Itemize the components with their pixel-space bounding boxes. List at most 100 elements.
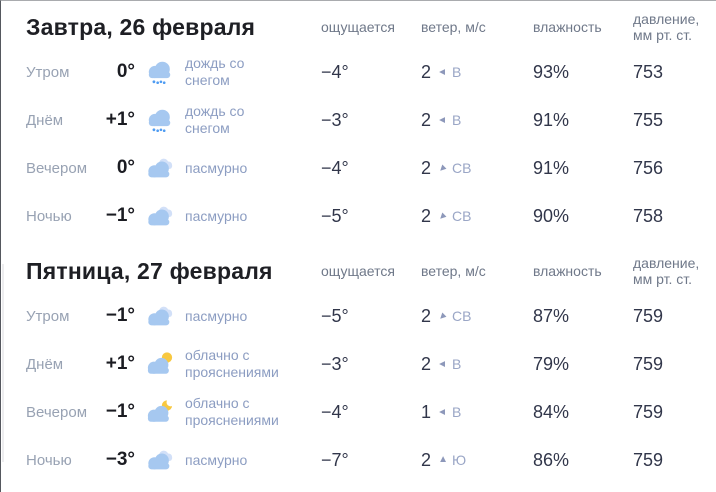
day-section: Пятница, 27 февраля ощущается ветер, м/с… [26, 250, 700, 484]
time-of-day-label: Днём [26, 355, 64, 373]
wind-speed-value: 2 [421, 61, 432, 82]
pressure-value: 755 [633, 109, 664, 130]
col-header-wind: ветер, м/с [421, 263, 486, 279]
temperature-value: +1° [105, 109, 135, 130]
wind-cell: 2 ▲ СВ [421, 306, 533, 327]
day-section: Завтра, 26 февраля ощущается ветер, м/с … [26, 6, 700, 240]
humidity-value: 90% [533, 205, 570, 226]
temperature-value: −3° [105, 449, 135, 470]
wind-direction-label: В [452, 64, 462, 80]
weather-description: облачно с прояснениями [185, 395, 279, 428]
pressure-value: 756 [633, 157, 664, 178]
overcast-icon [141, 154, 185, 182]
col-header-humidity: влажность [533, 263, 602, 279]
wind-direction-label: Ю [452, 452, 467, 468]
wind-speed-value: 2 [421, 205, 432, 226]
section-header-row: Завтра, 26 февраля ощущается ветер, м/с … [26, 6, 700, 48]
temperature-value: +1° [105, 353, 135, 374]
humidity-value: 91% [533, 109, 570, 130]
wind-cell: 2 ▲ В [421, 354, 533, 375]
weather-description: пасмурно [185, 159, 248, 176]
overcast-icon [141, 202, 185, 230]
partly-cloudy-sun-icon [141, 350, 185, 378]
section-rows: Утром −1° пасмурно −5° 2 ▲ СВ 87% 759 Дн… [26, 292, 696, 484]
forecast-row: Утром −1° пасмурно −5° 2 ▲ СВ 87% 759 [26, 292, 696, 340]
pressure-value: 759 [633, 449, 664, 470]
section-rows: Утром 0° дождь со снегом −4° 2 ▲ В 93% 7… [26, 48, 696, 240]
col-header-pressure: давление, мм рт. ст. [633, 11, 700, 43]
col-header-feels-like: ощущается [321, 263, 395, 279]
forecast-row: Утром 0° дождь со снегом −4° 2 ▲ В 93% 7… [26, 48, 696, 96]
pressure-value: 759 [633, 353, 664, 374]
weather-description: пасмурно [185, 451, 248, 468]
wind-direction-label: В [452, 404, 462, 420]
overcast-icon [141, 302, 185, 330]
wind-speed-value: 2 [421, 449, 432, 470]
pressure-value: 759 [633, 401, 664, 422]
humidity-value: 87% [533, 305, 570, 326]
wind-cell: 1 ▲ В [421, 402, 533, 423]
time-of-day-label: Днём [26, 111, 64, 129]
wind-cell: 2 ▲ Ю [421, 450, 533, 471]
wind-direction-arrow-icon: ▲ [437, 359, 449, 369]
wind-speed-value: 2 [421, 305, 432, 326]
humidity-value: 84% [533, 401, 570, 422]
forecast-row: Днём +1° дождь со снегом −3° 2 ▲ В 91% 7… [26, 96, 696, 144]
overcast-icon [141, 446, 185, 474]
weather-description: пасмурно [185, 207, 248, 224]
feels-like-value: −3° [321, 353, 349, 374]
time-of-day-label: Утром [26, 307, 70, 325]
left-edge-shadow [2, 264, 4, 462]
time-of-day-label: Вечером [26, 403, 88, 421]
feels-like-value: −4° [321, 157, 349, 178]
wind-speed-value: 2 [421, 109, 432, 130]
feels-like-value: −5° [321, 205, 349, 226]
time-of-day-label: Вечером [26, 159, 88, 177]
wind-speed-value: 2 [421, 157, 432, 178]
forecast-row: Ночью −1° пасмурно −5° 2 ▲ СВ 90% 758 [26, 192, 696, 240]
wind-direction-label: СВ [452, 308, 472, 324]
feels-like-value: −5° [321, 305, 349, 326]
temperature-value: 0° [116, 157, 135, 178]
wind-direction-label: СВ [452, 208, 472, 224]
partly-cloudy-moon-icon [141, 398, 185, 426]
wind-cell: 2 ▲ В [421, 110, 533, 131]
forecast-row: Ночью −3° пасмурно −7° 2 ▲ Ю 86% 759 [26, 436, 696, 484]
col-header-humidity: влажность [533, 19, 602, 35]
humidity-value: 93% [533, 61, 570, 82]
temperature-value: 0° [116, 61, 135, 82]
wind-direction-arrow-icon: ▲ [435, 308, 451, 324]
wind-direction-arrow-icon: ▲ [437, 67, 449, 77]
time-of-day-label: Утром [26, 63, 70, 81]
forecast-row: Вечером −1° облачно с прояснениями −4° 1… [26, 388, 696, 436]
weather-description: пасмурно [185, 307, 248, 324]
wind-cell: 2 ▲ СВ [421, 158, 533, 179]
wind-speed-value: 1 [421, 401, 432, 422]
wind-direction-label: СВ [452, 160, 472, 176]
forecast-row: Вечером 0° пасмурно −4° 2 ▲ СВ 91% 756 [26, 144, 696, 192]
wind-direction-label: В [452, 112, 462, 128]
day-title: Завтра, 26 февраля [26, 13, 256, 40]
weather-description: дождь со снегом [185, 55, 245, 88]
temperature-value: −1° [105, 401, 135, 422]
pressure-value: 759 [633, 305, 664, 326]
wind-cell: 2 ▲ В [421, 62, 533, 83]
wind-direction-arrow-icon: ▲ [437, 407, 449, 417]
time-of-day-label: Ночью [26, 451, 72, 469]
feels-like-value: −7° [321, 449, 349, 470]
day-title: Пятница, 27 февраля [26, 257, 273, 284]
forecast-row: Днём +1° облачно с прояснениями −3° 2 ▲ … [26, 340, 696, 388]
pressure-value: 758 [633, 205, 664, 226]
wind-direction-arrow-icon: ▲ [435, 208, 451, 224]
temperature-value: −1° [105, 305, 135, 326]
time-of-day-label: Ночью [26, 207, 72, 225]
wind-direction-arrow-icon: ▲ [438, 454, 448, 465]
col-header-pressure: давление, мм рт. ст. [633, 255, 700, 287]
temperature-value: −1° [105, 205, 135, 226]
wind-speed-value: 2 [421, 353, 432, 374]
feels-like-value: −4° [321, 61, 349, 82]
wind-cell: 2 ▲ СВ [421, 206, 533, 227]
section-header-row: Пятница, 27 февраля ощущается ветер, м/с… [26, 250, 700, 292]
wind-direction-arrow-icon: ▲ [435, 160, 451, 176]
